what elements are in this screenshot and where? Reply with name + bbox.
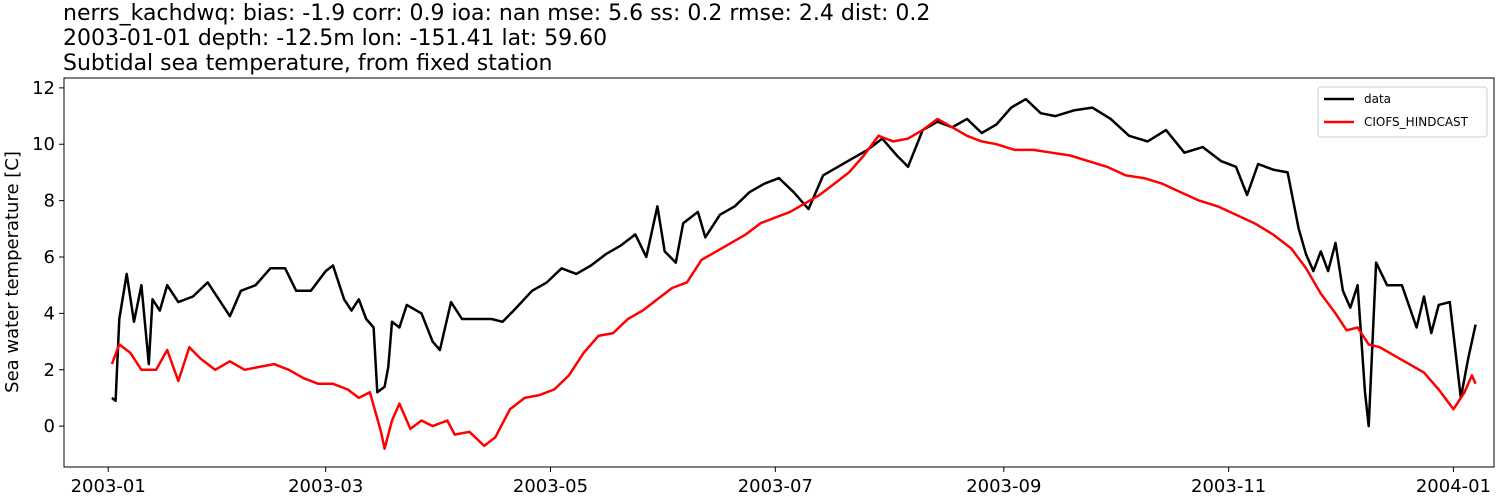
- legend-label: data: [1364, 92, 1391, 106]
- x-tick-label: 2003-09: [966, 476, 1041, 497]
- legend-label: CIOFS_HINDCAST: [1364, 115, 1469, 129]
- legend: data CIOFS_HINDCAST: [1317, 86, 1488, 138]
- x-tick-label: 2004-01: [1416, 476, 1491, 497]
- x-tick-label: 2003-03: [288, 476, 363, 497]
- y-tick-label: 8: [44, 191, 55, 212]
- series-layer: [110, 97, 1477, 450]
- y-tick-label: 2: [44, 360, 55, 381]
- title-line-3: Subtidal sea temperature, from fixed sta…: [63, 51, 553, 76]
- chart-title: nerrs_kachdwq: bias: -1.9 corr: 0.9 ioa:…: [63, 1, 930, 76]
- x-tick-label: 2003-05: [513, 476, 588, 497]
- y-tick-label: 6: [44, 247, 55, 268]
- y-tick-label: 0: [44, 416, 55, 437]
- y-axis-label: Sea water temperature [C]: [2, 151, 23, 393]
- x-tick-label: 2003-01: [71, 476, 146, 497]
- y-tick-label: 12: [32, 78, 55, 99]
- series-line-ciofs-hindcast: [110, 117, 1477, 450]
- y-tick-label: 4: [44, 303, 55, 324]
- series-line-data: [111, 97, 1477, 428]
- plot-frame: [63, 77, 1495, 468]
- y-tick-label: 10: [32, 134, 55, 155]
- legend-box: [1317, 86, 1488, 138]
- x-tick-label: 2003-11: [1191, 476, 1266, 497]
- x-axis: 2003-01 2003-03 2003-05 2003-07 2003-09 2003-…: [71, 467, 1491, 497]
- y-axis: 0 2 4 6 8 10 12: [32, 78, 64, 437]
- title-line-1: nerrs_kachdwq: bias: -1.9 corr: 0.9 ioa:…: [63, 1, 931, 26]
- x-tick-label: 2003-07: [738, 476, 813, 497]
- title-line-2: 2003-01-01 depth: -12.5m lon: -151.41 la…: [63, 26, 608, 51]
